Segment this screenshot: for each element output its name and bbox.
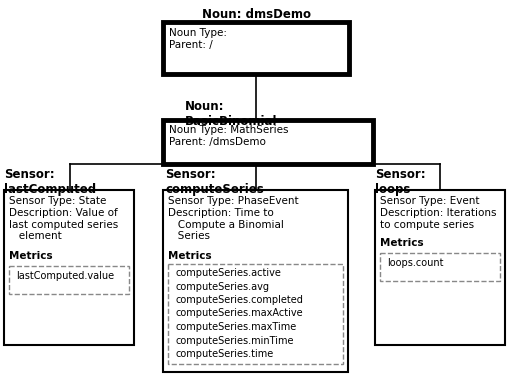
Text: Noun Type: MathSeries
Parent: /dmsDemo: Noun Type: MathSeries Parent: /dmsDemo <box>169 125 288 147</box>
Text: loops.count: loops.count <box>387 258 443 268</box>
Bar <box>4 190 134 345</box>
Bar <box>375 190 505 345</box>
Text: Metrics: Metrics <box>380 238 423 248</box>
Text: computeSeries.minTime: computeSeries.minTime <box>175 336 293 345</box>
Text: Metrics: Metrics <box>9 251 53 261</box>
Text: computeSeries.avg: computeSeries.avg <box>175 282 269 291</box>
Text: computeSeries.maxActive: computeSeries.maxActive <box>175 308 303 319</box>
Text: Sensor Type: Event: Sensor Type: Event <box>380 196 480 206</box>
Text: Sensor Type: State: Sensor Type: State <box>9 196 106 206</box>
Bar <box>168 264 343 364</box>
Text: Description: Value of
last computed series
   element: Description: Value of last computed seri… <box>9 208 118 241</box>
Bar <box>9 266 129 294</box>
Bar <box>380 253 500 281</box>
Text: Description: Time to
   Compute a Binomial
   Series: Description: Time to Compute a Binomial … <box>168 208 284 241</box>
Bar <box>163 190 348 372</box>
Text: Sensor:
loops: Sensor: loops <box>375 168 425 196</box>
Text: Sensor:
lastComputed: Sensor: lastComputed <box>4 168 96 196</box>
Text: Sensor Type: PhaseEvent: Sensor Type: PhaseEvent <box>168 196 298 206</box>
Bar <box>163 22 349 74</box>
Text: computeSeries.time: computeSeries.time <box>175 349 273 359</box>
Text: Noun Type:
Parent: /: Noun Type: Parent: / <box>169 28 227 50</box>
Text: Sensor:
computeSeries: Sensor: computeSeries <box>165 168 264 196</box>
Text: Noun:
BasicBinomial: Noun: BasicBinomial <box>185 100 278 128</box>
Text: computeSeries.active: computeSeries.active <box>175 268 281 278</box>
Text: lastComputed.value: lastComputed.value <box>16 271 114 281</box>
Text: Description: Iterations
to compute series: Description: Iterations to compute serie… <box>380 208 497 229</box>
Text: computeSeries.maxTime: computeSeries.maxTime <box>175 322 296 332</box>
Bar <box>163 120 373 164</box>
Text: Noun: dmsDemo: Noun: dmsDemo <box>202 8 310 21</box>
Text: Metrics: Metrics <box>168 251 211 261</box>
Text: computeSeries.completed: computeSeries.completed <box>175 295 303 305</box>
